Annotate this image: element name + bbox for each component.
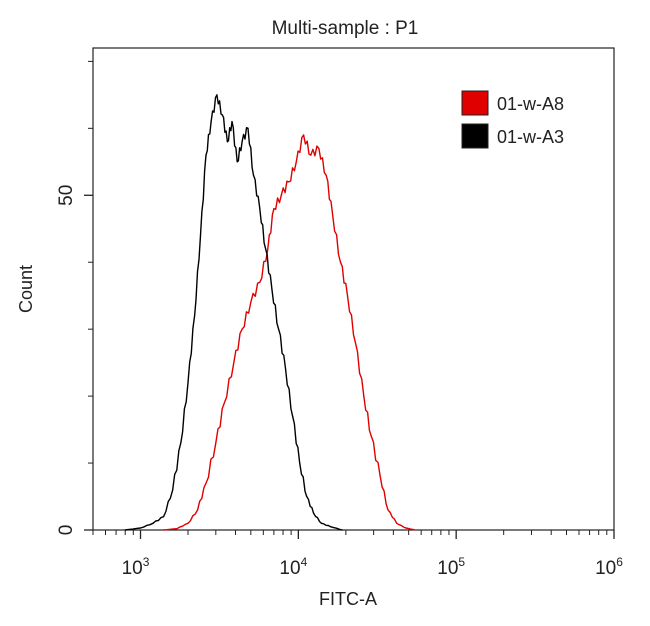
legend: 01-w-A8 01-w-A3 <box>461 90 564 149</box>
series-point <box>215 442 217 444</box>
chart-title: Multi-sample : P1 <box>272 18 419 39</box>
legend-label: 01-w-A8 <box>497 94 564 114</box>
series-point <box>379 475 381 478</box>
series-point <box>233 362 235 364</box>
series-point <box>310 154 312 156</box>
series-layer <box>124 94 416 531</box>
series-point <box>271 288 273 290</box>
series-point <box>278 328 280 330</box>
series-point <box>280 194 282 196</box>
series-point <box>221 114 223 116</box>
legend-swatch <box>461 123 489 149</box>
series-point <box>241 328 243 330</box>
series-point <box>267 248 269 250</box>
series-point <box>226 141 228 143</box>
series-point <box>329 526 332 528</box>
y-tick-label: 0 <box>56 525 77 536</box>
legend-item: 01-w-A3 <box>461 123 564 149</box>
series-point <box>199 234 202 237</box>
series-point <box>273 208 275 210</box>
series-01-w-A8 <box>162 134 416 531</box>
series-point <box>187 382 189 384</box>
series-point <box>370 435 372 437</box>
series-point <box>172 489 174 491</box>
series-point <box>176 528 178 530</box>
series-01-w-A3 <box>124 94 343 531</box>
series-point <box>250 301 252 303</box>
series-point <box>205 154 207 156</box>
series-point <box>152 522 154 524</box>
series-point <box>396 522 398 524</box>
series-point <box>346 295 349 297</box>
axis-ticks: 103 104 105 106 0 50 <box>56 60 623 579</box>
series-point <box>210 121 212 123</box>
series-point <box>264 248 267 250</box>
x-tick-label: 103 <box>122 555 150 579</box>
y-axis-label: Count <box>16 265 36 313</box>
series-point <box>341 529 343 531</box>
series-point <box>162 529 165 531</box>
legend-swatch <box>461 90 489 116</box>
series-point <box>332 214 334 216</box>
series-point <box>387 509 389 511</box>
series-point <box>139 527 142 529</box>
series-point <box>197 509 199 511</box>
x-axis-label: FITC-A <box>319 589 377 609</box>
series-point <box>216 94 218 96</box>
series-point <box>363 395 365 397</box>
series-point <box>306 495 308 498</box>
series-point <box>205 482 207 484</box>
series-point <box>325 174 327 176</box>
series-point <box>288 181 290 183</box>
series-point <box>354 341 357 344</box>
series-point <box>241 141 243 143</box>
x-tick-label: 104 <box>279 555 307 579</box>
series-point <box>405 527 407 529</box>
series-point <box>180 442 182 444</box>
series-point <box>231 121 233 123</box>
legend-label: 01-w-A3 <box>497 127 564 147</box>
series-point <box>292 415 294 417</box>
series-point <box>247 127 249 129</box>
series-point <box>259 281 261 283</box>
x-tick-label: 105 <box>437 555 465 579</box>
series-point <box>339 261 342 263</box>
series-point <box>295 161 297 163</box>
x-tick-label: 106 <box>595 555 623 579</box>
series-point <box>187 522 189 524</box>
series-point <box>414 529 416 531</box>
series-point <box>223 402 225 404</box>
series-point <box>303 134 305 136</box>
series-line <box>125 94 343 531</box>
series-point <box>320 522 323 524</box>
series-point <box>284 368 287 370</box>
series-point <box>124 529 126 531</box>
y-tick-label: 50 <box>56 185 77 206</box>
plot-area-border <box>92 47 615 531</box>
series-point <box>193 315 196 317</box>
series-point <box>313 512 315 514</box>
series-line <box>163 134 416 531</box>
legend-item: 01-w-A8 <box>461 90 564 116</box>
series-point <box>252 174 255 176</box>
series-point <box>318 147 320 150</box>
series-point <box>259 208 261 210</box>
plot-frame <box>92 47 615 531</box>
series-point <box>162 516 165 518</box>
series-point <box>299 462 301 464</box>
series-point <box>236 161 238 163</box>
